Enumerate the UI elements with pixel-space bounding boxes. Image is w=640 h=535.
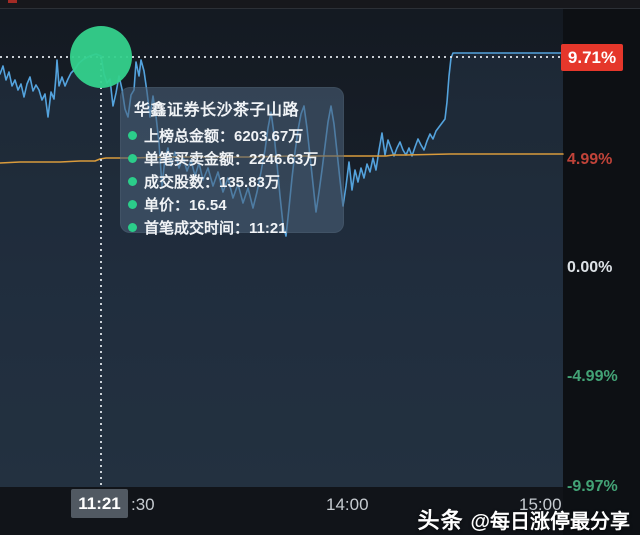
tooltip-row-text: 单笔买卖金额：2246.63万 <box>144 151 319 168</box>
seat-trade-tooltip: 华鑫证券长沙茶子山路 上榜总金额：6203.67万 单笔买卖金额：2246.63… <box>120 87 344 237</box>
trade-marker-circle[interactable] <box>70 26 132 88</box>
x-tick-1500: 15:00 <box>519 495 562 514</box>
x-tick-1400: 14:00 <box>326 495 369 514</box>
tooltip-row-text: 上榜总金额：6203.67万 <box>144 128 304 145</box>
green-bullet-icon <box>128 223 137 232</box>
y-tick-neg-9-97: -9.97% <box>567 478 618 495</box>
crosshair-time-badge: 11:21 <box>71 489 128 518</box>
top-edge-bar <box>0 0 640 9</box>
tooltip-row: 单价：16.54 <box>127 193 331 216</box>
tooltip-row: 单笔买卖金额：2246.63万 <box>127 147 331 170</box>
watermark-brand: 头条 <box>417 508 464 533</box>
tooltip-row: 上榜总金额：6203.67万 <box>127 124 331 147</box>
y-tick-4-99: 4.99% <box>567 151 613 168</box>
y-tick-neg-4-99: -4.99% <box>567 368 618 385</box>
x-tick-1130: :30 <box>131 495 155 514</box>
green-bullet-icon <box>128 200 137 209</box>
green-bullet-icon <box>128 131 137 140</box>
y-axis-strip <box>563 9 640 535</box>
tooltip-title: 华鑫证券长沙茶子山路 <box>134 102 300 119</box>
green-bullet-icon <box>128 154 137 163</box>
green-bullet-icon <box>128 177 137 186</box>
tooltip-row-text: 首笔成交时间：11:21 <box>144 220 287 237</box>
y-tick-0-00: 0.00% <box>567 259 613 276</box>
watermark-handle: @每日涨停最分享 <box>470 511 630 533</box>
red-marker-sliver <box>8 0 17 3</box>
tooltip-row: 首笔成交时间：11:21 <box>127 216 331 239</box>
tooltip-rows: 上榜总金额：6203.67万 单笔买卖金额：2246.63万 成交股数：135.… <box>127 124 331 239</box>
tooltip-row: 成交股数：135.83万 <box>127 170 331 193</box>
tooltip-row-text: 单价：16.54 <box>144 197 227 214</box>
tooltip-row-text: 成交股数：135.83万 <box>144 174 280 191</box>
watermark: 头条 @每日涨停最分享 <box>417 503 630 535</box>
limit-up-price-badge: 9.71% <box>561 44 623 71</box>
